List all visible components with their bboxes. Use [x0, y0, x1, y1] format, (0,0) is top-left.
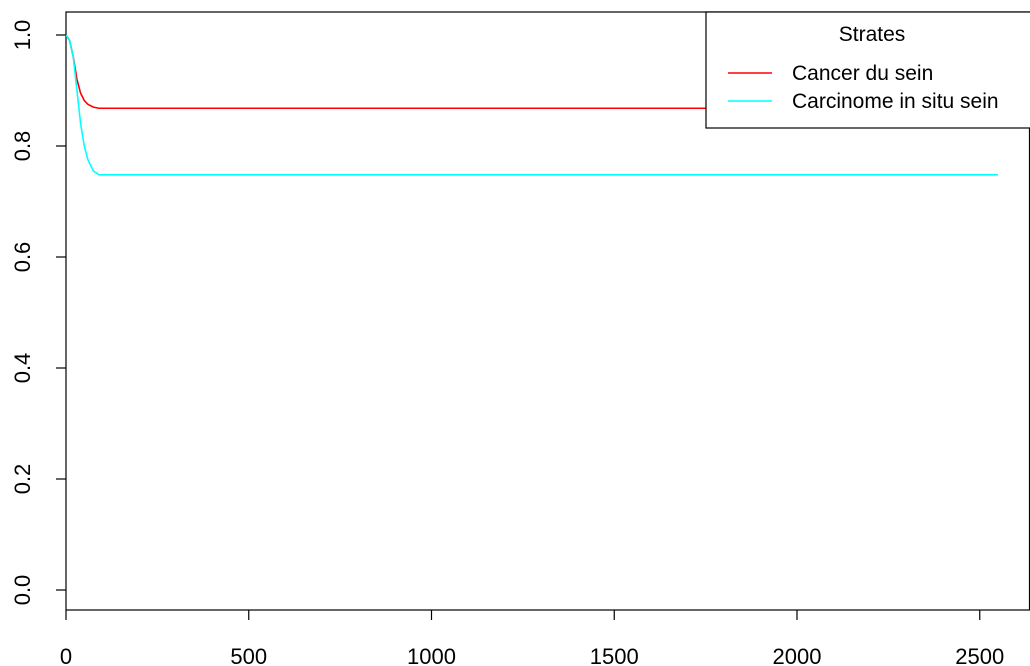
legend: Strates Cancer du sein Carcinome in situ s… [705, 11, 1030, 129]
x-tick-label: 2500 [955, 644, 1004, 666]
y-tick-label: 0.0 [10, 575, 35, 606]
x-tick-label: 0 [60, 644, 72, 666]
series-line-2 [65, 34, 999, 176]
x-tick-label: 1500 [590, 644, 639, 666]
x-tick-label: 2000 [773, 644, 822, 666]
y-tick-label: 0.8 [10, 131, 35, 162]
y-tick-label: 0.4 [10, 353, 35, 384]
x-tick-label: 500 [230, 644, 267, 666]
legend-box [705, 11, 1030, 129]
x-tick-label: 1000 [407, 644, 456, 666]
axes: 0 500 1000 1500 2000 2500 0.0 0.2 0.4 0.6 0.8 1.0 [10, 20, 1004, 666]
y-tick-label: 0.6 [10, 242, 35, 273]
legend-entry-label: Cancer du sein [792, 62, 933, 85]
legend-title: Strates [839, 23, 906, 46]
y-tick-label: 0.2 [10, 464, 35, 495]
legend-entry-label: Carcinome in situ sein [792, 90, 999, 113]
y-tick-label: 1.0 [10, 20, 35, 51]
